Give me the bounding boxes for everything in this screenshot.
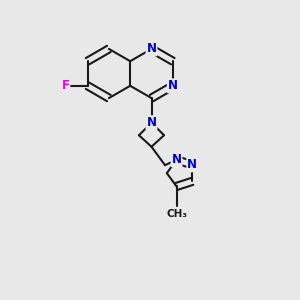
- Text: F: F: [61, 79, 69, 92]
- Text: N: N: [146, 42, 157, 56]
- Text: N: N: [146, 116, 157, 129]
- Text: N: N: [187, 158, 197, 171]
- Text: CH₃: CH₃: [166, 209, 187, 219]
- Text: N: N: [168, 79, 178, 92]
- Text: N: N: [172, 153, 182, 166]
